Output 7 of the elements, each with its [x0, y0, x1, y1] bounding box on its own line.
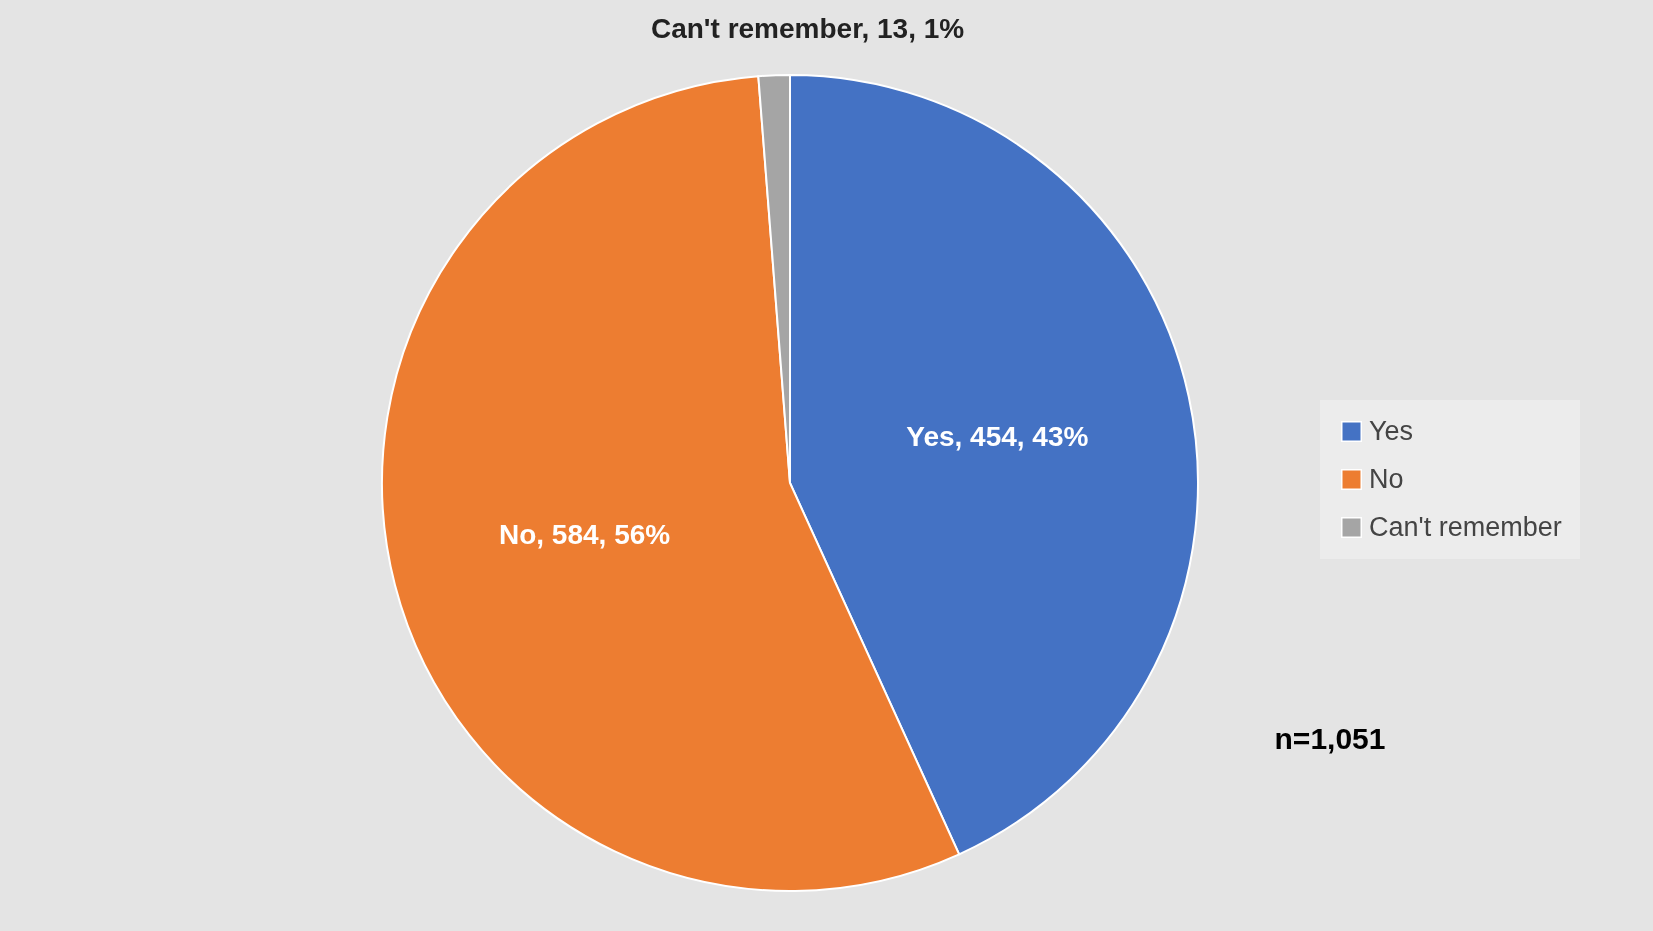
data-label: Can't remember, 13, 1% — [650, 13, 965, 45]
data-label: No, 584, 56% — [498, 519, 671, 551]
text: n=1,051 — [1274, 722, 1386, 755]
data-label: Yes, 454, 43% — [906, 421, 1089, 452]
legend-label: Yes — [1369, 415, 1414, 446]
legend-label: No — [1369, 463, 1404, 494]
legend-label: Can't remember — [1369, 511, 1562, 542]
